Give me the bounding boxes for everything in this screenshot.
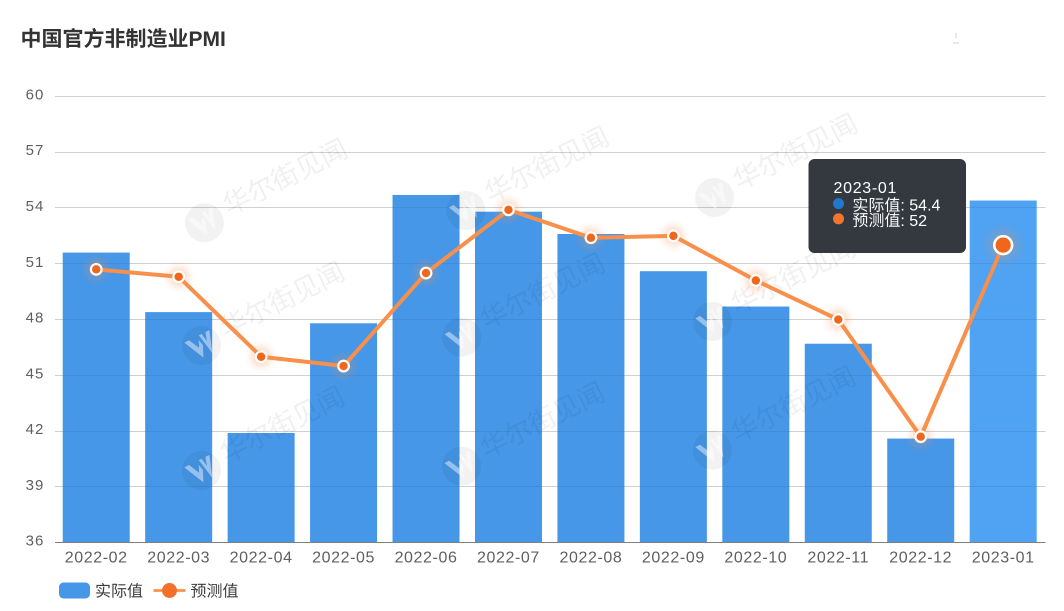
svg-text:51: 51 — [26, 254, 45, 271]
svg-text:: 52: : 52 — [900, 213, 927, 230]
svg-text:39: 39 — [26, 477, 45, 494]
svg-text:2022-12: 2022-12 — [889, 550, 952, 567]
svg-text:2022-05: 2022-05 — [312, 550, 375, 567]
svg-text:60: 60 — [26, 86, 45, 103]
svg-text:2022-07: 2022-07 — [477, 550, 540, 567]
svg-text:2022-08: 2022-08 — [559, 550, 622, 567]
svg-text:45: 45 — [26, 365, 45, 382]
svg-text:2022-02: 2022-02 — [65, 550, 128, 567]
svg-text:: 54.4: : 54.4 — [900, 198, 940, 215]
svg-text:36: 36 — [26, 533, 45, 550]
svg-text:54: 54 — [26, 198, 45, 215]
svg-text:42: 42 — [26, 421, 45, 438]
svg-text:57: 57 — [26, 142, 45, 159]
svg-text:48: 48 — [26, 310, 45, 327]
svg-text:2022-11: 2022-11 — [807, 550, 869, 567]
svg-text:2023-01: 2023-01 — [834, 180, 898, 197]
svg-text:2022-03: 2022-03 — [147, 550, 210, 567]
svg-text:PMI: PMI — [189, 28, 226, 51]
svg-text:2022-10: 2022-10 — [724, 550, 787, 567]
svg-text:2022-06: 2022-06 — [395, 550, 458, 567]
svg-text:2023-01: 2023-01 — [972, 550, 1035, 567]
svg-text:2022-09: 2022-09 — [642, 550, 705, 567]
svg-text:2022-04: 2022-04 — [230, 550, 293, 567]
